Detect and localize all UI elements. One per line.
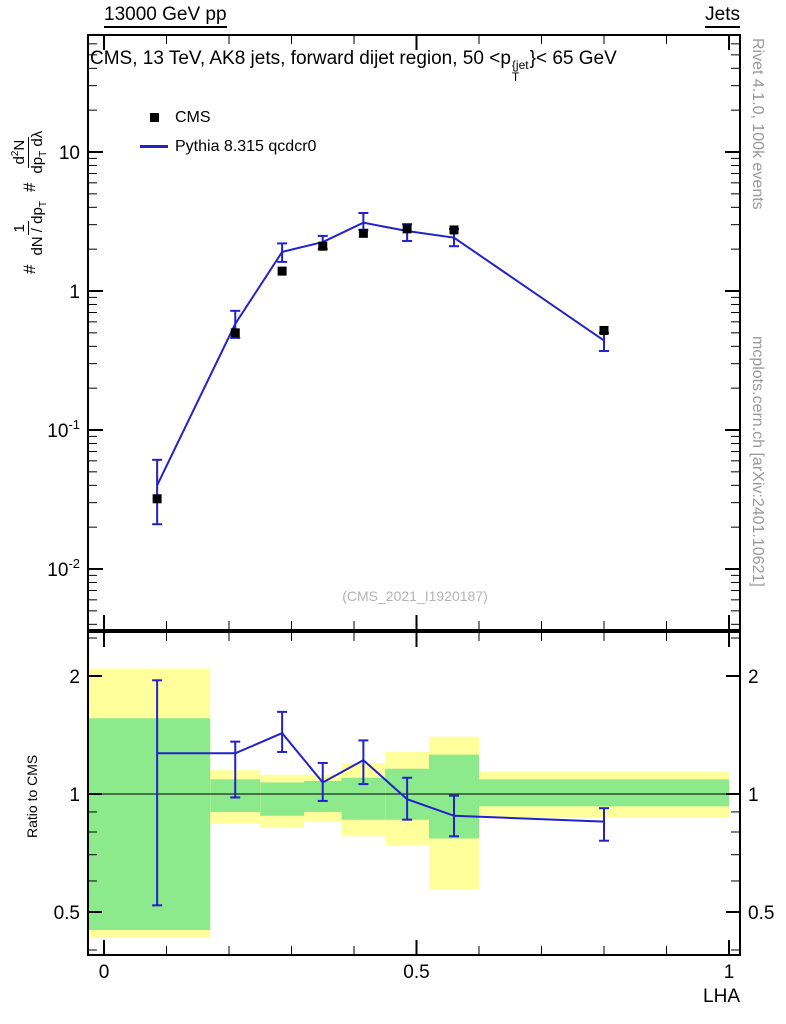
x-axis-title: LHA: [703, 986, 740, 1007]
main-y-tick-label: 10: [59, 143, 80, 164]
data-point-marker: [152, 494, 162, 504]
plot-title-supsub: {jet T: [512, 59, 529, 83]
data-point-marker: [277, 266, 287, 276]
pythia-ratio-series: [152, 679, 609, 907]
ratio-y-tick-label-left: 2: [69, 667, 80, 688]
ylabel-frac2-num-n: N: [11, 139, 28, 151]
ylabel-frac2-num-d: d: [11, 156, 28, 165]
ylabel-fraction-1: 1 dN / dpT: [10, 199, 50, 257]
ylabel-frac2-num-sup: 2: [10, 150, 21, 157]
x-tick-label: 1: [724, 962, 735, 983]
plot-frame: [87, 34, 741, 631]
plot-frames: [87, 34, 741, 956]
data-point-marker: [449, 225, 459, 235]
x-tick-label: 0.5: [403, 962, 429, 983]
plot-title-pre: CMS, 13 TeV, AK8 jets, forward dijet reg…: [90, 48, 501, 69]
legend-entry-pythia: Pythia 8.315 qcdcr0: [137, 132, 316, 161]
ylabel-hash-2: #: [19, 182, 39, 193]
plot-title-post: }< 65 GeV: [529, 48, 617, 69]
data-point-marker: [230, 328, 240, 338]
legend-entry-cms: CMS: [137, 103, 316, 132]
ratio-y-tick-label-left: 1: [69, 785, 80, 806]
legend-label-pythia: Pythia 8.315 qcdcr0: [175, 137, 317, 155]
beam-energy-label: 13000 GeV pp: [104, 5, 227, 28]
mcplots-reference-text: mcplots.cern.ch [arXiv:2401.10621]: [749, 336, 766, 587]
plot-frame: [87, 631, 741, 956]
ylabel-frac2-denominator: dpT dλ: [29, 129, 50, 176]
pythia-line-marker-icon: [140, 145, 168, 148]
ylabel-frac2-den-sub: T: [38, 150, 50, 157]
data-point-marker: [318, 241, 328, 251]
uncertainty-band-green: [88, 718, 211, 930]
main-y-tick-label: 10-2: [47, 556, 80, 581]
plot-title: CMS, 13 TeV, AK8 jets, forward dijet reg…: [90, 48, 617, 83]
main-y-tick-label: 10-1: [47, 417, 80, 442]
ratio-y-tick-label-right: 2: [748, 667, 759, 688]
rivet-version-text: Rivet 4.1.0, 100k events: [749, 38, 766, 210]
ylabel-frac2-den-tail: dλ: [29, 130, 47, 151]
ylabel-frac2-numerator: d2N: [10, 136, 30, 168]
uncertainty-band-green: [260, 782, 304, 816]
prediction-curve: [156, 221, 605, 486]
cms-square-marker-icon: [149, 113, 159, 122]
axis-tick-labels: 10 1 10-1 10-2 2 2 1 1 0.5 0.5 0 0.5 1: [47, 143, 774, 983]
ylabel-frac1-numerator: 1: [10, 221, 29, 236]
axis-ticks: [89, 36, 739, 954]
watermark: (CMS_2021_I1920187): [342, 588, 488, 604]
legend: CMS Pythia 8.315 qcdcr0: [137, 103, 316, 161]
data-point-marker: [358, 228, 368, 238]
plot-title-sub: T: [511, 70, 520, 84]
ratio-y-axis-label: Ratio to CMS: [24, 754, 40, 838]
ylabel-hash-1: #: [19, 264, 39, 274]
ylabel-frac1-den-text: dN / dp: [28, 207, 46, 256]
plot-title-p: p: [500, 48, 511, 69]
ratio-uncertainty-bands: [88, 668, 729, 938]
main-y-axis-label: # 1 dN / dpT # d2N dpT dλ: [10, 129, 50, 274]
uncertainty-band-green: [479, 779, 729, 807]
legend-label-cms: CMS: [175, 108, 211, 126]
data-point-marker: [599, 325, 609, 335]
ratio-y-tick-label-right: 0.5: [748, 903, 774, 924]
prediction-curve: [157, 731, 605, 823]
data-point-marker: [402, 224, 412, 234]
ylabel-frac1-denominator: dN / dpT: [29, 199, 50, 257]
legend-marker-cell: [137, 113, 171, 122]
pythia-main-series: [152, 212, 609, 526]
x-tick-label: 0: [99, 962, 110, 983]
ratio-y-tick-label-left: 0.5: [54, 903, 80, 924]
analysis-group-label: Jets: [705, 5, 740, 28]
main-y-tick-label: 1: [69, 282, 80, 303]
ratio-y-tick-label-right: 1: [748, 785, 759, 806]
plot-title-sup: {jet: [511, 58, 529, 72]
ylabel-frac1-den-sub: T: [37, 201, 49, 208]
ylabel-frac2-den-text: dp: [29, 156, 47, 174]
ylabel-fraction-2: d2N dpT dλ: [10, 129, 50, 176]
legend-marker-cell: [137, 145, 171, 148]
cms-data-points: [152, 224, 609, 504]
